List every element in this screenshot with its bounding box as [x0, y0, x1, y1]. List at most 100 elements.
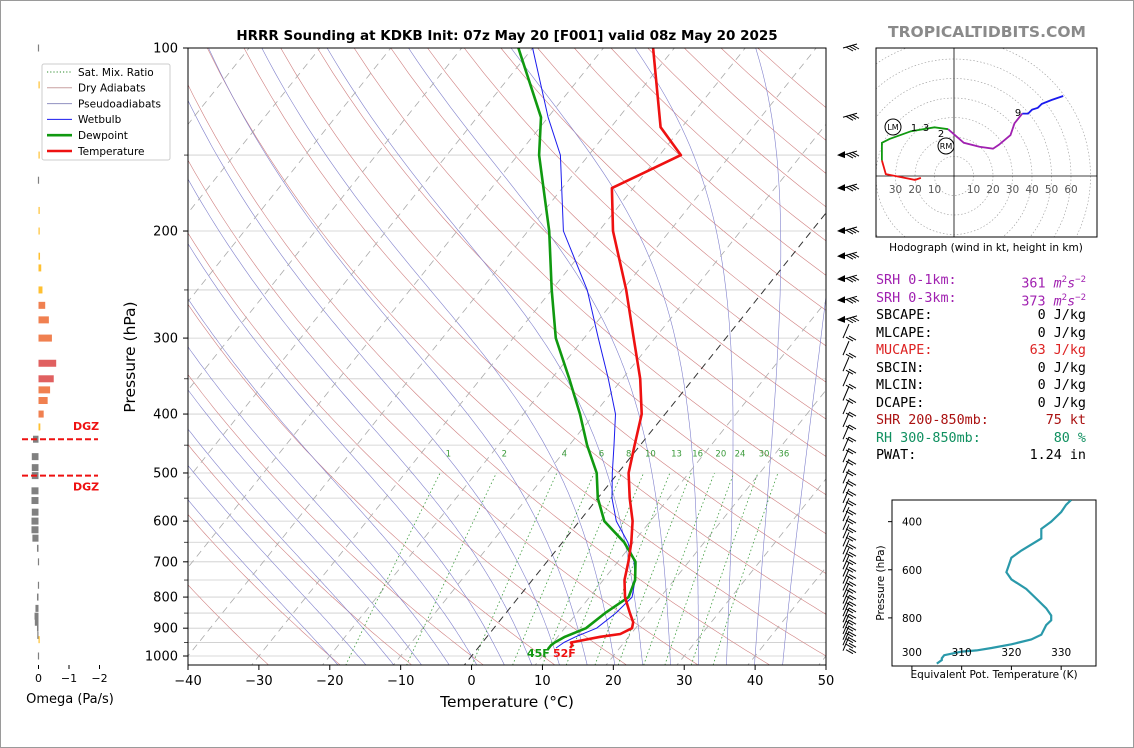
wind-barb [842, 631, 857, 649]
wind-barb-flag [845, 575, 854, 580]
moist-adiabat-line [188, 178, 533, 665]
wind-barb-flag [848, 228, 857, 234]
wind-barb-flag [845, 46, 854, 52]
mixing-ratio-label: 20 [715, 450, 726, 460]
hodograph-frame [875, 47, 1098, 238]
omega-bar [35, 604, 39, 612]
wind-barb-staff [842, 447, 850, 463]
wind-barb-pennant [837, 275, 845, 283]
mixing-ratio-label: 24 [735, 450, 746, 460]
temperature-tick-label: −40 [174, 674, 201, 689]
legend-label: Wetbulb [78, 114, 122, 126]
parameter-value: 0 J/kg [1037, 395, 1086, 411]
omega-bar [38, 286, 43, 294]
legend-entry: Pseudoadiabats [47, 98, 161, 110]
wind-barb [842, 356, 857, 375]
omega-tick-label: −2 [91, 672, 107, 685]
moist-adiabat-line [188, 499, 339, 665]
legend-label: Dewpoint [78, 130, 128, 142]
wind-barb [837, 150, 860, 159]
parameter-row: DCAPE: 0 J/kg [876, 395, 1096, 413]
wind-barb [842, 601, 857, 620]
parameter-value: 75 kt [1045, 413, 1086, 428]
wind-barb-staff [842, 619, 850, 635]
mixing-ratio-label: 4 [562, 450, 567, 460]
theta-e-pressure-tick-label: 800 [902, 613, 922, 625]
parameter-label: SBCAPE: [876, 308, 933, 323]
wind-barb [842, 608, 857, 626]
pressure-axis-ticks: 100 200 300 400 500 600 700 800 900 1000 [145, 42, 188, 665]
parameter-row: SBCAPE: 0 J/kg [876, 307, 1096, 325]
moist-adiabat-line [510, 48, 699, 665]
wind-barb [837, 295, 860, 304]
pressure-tick-label: 100 [153, 42, 178, 57]
dgz-label: DGZ [73, 420, 99, 433]
moist-adiabat-line [188, 465, 367, 665]
wind-barb-flag [845, 353, 854, 359]
moist-adiabats [188, 48, 826, 665]
omega-panel: DGZ DGZ 0 −1 −2 [22, 44, 108, 685]
wind-barb [837, 274, 860, 283]
wind-barb-staff [842, 613, 850, 629]
hodograph-ring-label: 30 [1006, 184, 1019, 196]
pressure-tick-label: 300 [153, 332, 178, 347]
parameter-row: SRH 0-3km: 373 m2s−2 [876, 290, 1096, 309]
isotherm-line [188, 48, 463, 391]
pressure-tick-label: 200 [153, 225, 178, 240]
parameter-row: SRH 0-1km: 361 m2s−2 [876, 272, 1096, 292]
wind-barb-staff [842, 569, 850, 584]
mixing-ratio-label: 1 [446, 450, 451, 460]
wind-barb-flag [845, 608, 854, 614]
isotherm-line [188, 48, 604, 569]
profile-traces [517, 48, 683, 651]
parameter-value: 1.24 in [1029, 448, 1086, 463]
temperature-tick-label: 40 [747, 674, 764, 689]
wind-barb-flag [848, 613, 857, 619]
wind-barb-staff [842, 506, 850, 522]
wind-barb-flag [848, 297, 857, 303]
wind-barb-staff [842, 458, 850, 474]
omega-tick-label: 0 [35, 672, 42, 685]
wind-barb-flag [848, 625, 857, 631]
wind-barb-flag [848, 607, 857, 613]
theta-e-tick-label: 330 [1051, 647, 1071, 659]
isotherm-line [534, 300, 826, 665]
mixing-ratio-line [594, 472, 671, 665]
dry-adiabat-line [390, 48, 826, 457]
isobar-gridlines [188, 48, 826, 657]
moist-adiabat-line [261, 48, 616, 665]
temperature-tick-label: −10 [387, 674, 414, 689]
hodograph-ring-label: 10 [928, 184, 941, 196]
parameter-row: PWAT: 1.24 in [876, 447, 1096, 465]
omega-bar [37, 176, 40, 184]
pressure-axis-label: Pressure (hPa) [121, 301, 139, 412]
wind-barb-staff [842, 479, 850, 494]
wind-barb-flag [845, 254, 854, 260]
parameter-label: MLCIN: [876, 378, 925, 393]
wind-barb-staff [842, 562, 850, 577]
wind-barb [842, 112, 860, 121]
theta-e-line [936, 500, 1072, 665]
wind-barb-staff [842, 636, 850, 651]
wind-barb-flag [845, 614, 854, 620]
parameter-label: SRH 0-3km: [876, 290, 957, 306]
wind-barb [842, 562, 857, 580]
theta-e-axis-ticks: 300 310 320 330 400 600 800 [888, 517, 1071, 670]
parameter-value: 0 J/kg [1037, 325, 1086, 341]
temperature-axis-ticks: −40 −30 −20 −10 0 10 20 30 40 50 [174, 665, 834, 689]
parameter-value: 361 m2s−2 [1021, 275, 1086, 292]
wind-barb-flag [848, 559, 857, 565]
parameter-value: 0 J/kg [1037, 308, 1086, 323]
wind-barb [842, 436, 857, 455]
wind-barb-flag [848, 114, 857, 120]
pressure-tick-label: 400 [153, 408, 178, 423]
omega-bar [38, 386, 51, 394]
wind-barb-flag [848, 352, 857, 358]
omega-bar [31, 464, 39, 472]
omega-bar [36, 593, 39, 601]
wind-barb-flag [848, 490, 857, 496]
wind-barb-staff [842, 340, 850, 356]
omega-axis-label: Omega (Pa/s) [26, 692, 114, 707]
parameter-label: DCAPE: [876, 395, 925, 411]
wind-barb-flag [848, 637, 857, 643]
